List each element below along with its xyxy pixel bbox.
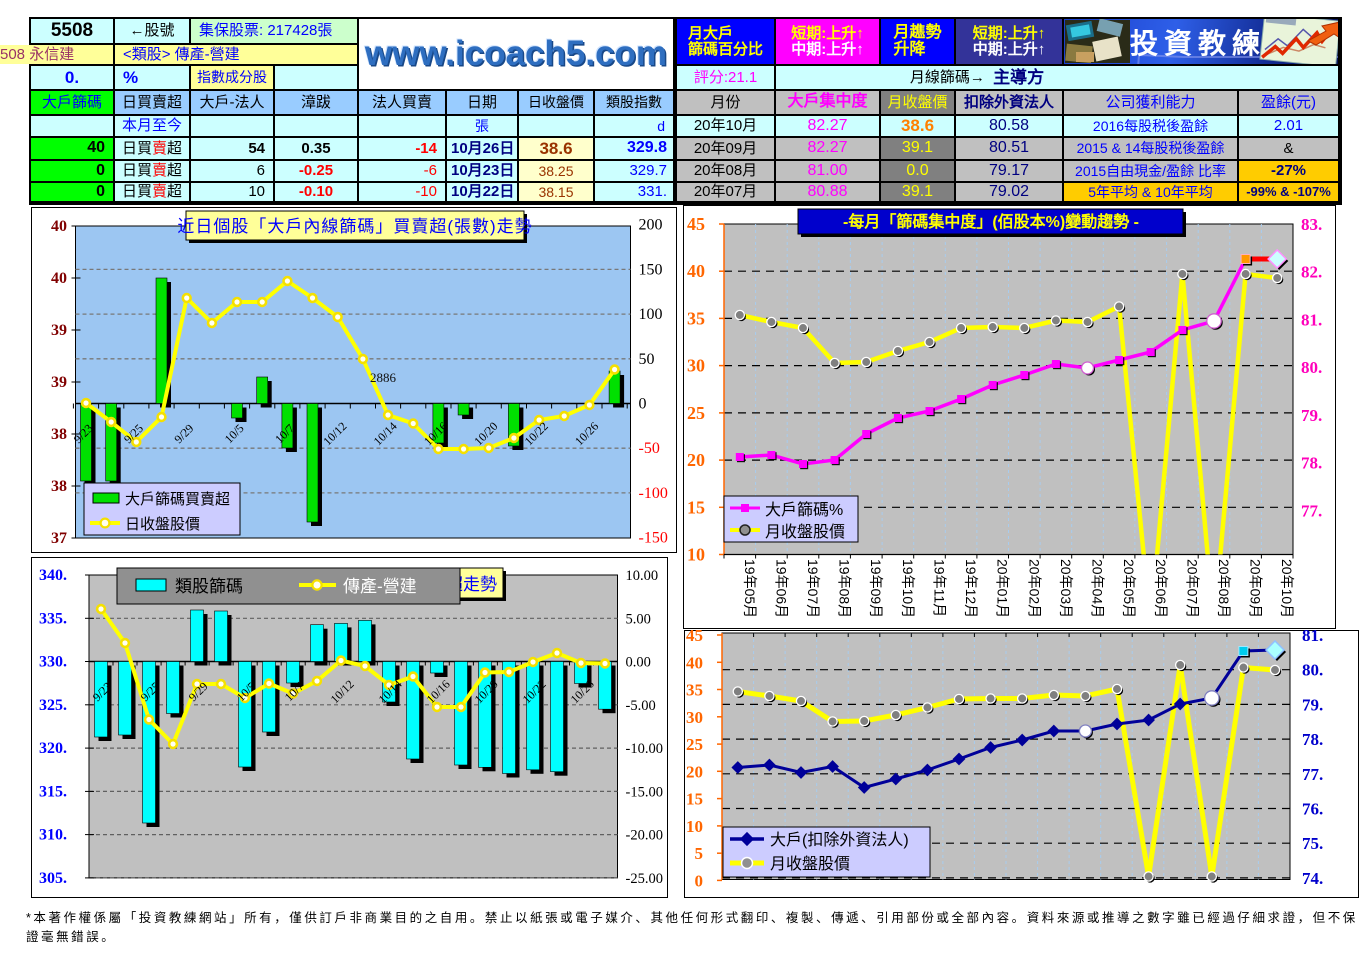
svg-text:78.: 78. xyxy=(1301,454,1322,473)
svg-text:19年10月: 19年10月 xyxy=(900,559,916,618)
svg-text:315.: 315. xyxy=(39,783,67,800)
svg-text:330.: 330. xyxy=(39,654,67,671)
svg-text:-5.00: -5.00 xyxy=(626,698,656,714)
svg-text:45: 45 xyxy=(686,630,703,645)
svg-text:38: 38 xyxy=(51,478,67,495)
svg-text:340.: 340. xyxy=(39,567,67,584)
svg-text:76.: 76. xyxy=(1302,800,1323,819)
svg-text:-25.00: -25.00 xyxy=(626,871,663,887)
svg-text:2886: 2886 xyxy=(370,370,397,385)
svg-text:-150: -150 xyxy=(639,530,668,547)
svg-text:79.: 79. xyxy=(1302,695,1323,714)
svg-text:25: 25 xyxy=(686,735,703,754)
svg-text:15: 15 xyxy=(686,790,703,809)
svg-text:大戶(扣除外資法人): 大戶(扣除外資法人) xyxy=(770,831,909,849)
svg-text:10.00: 10.00 xyxy=(626,568,659,584)
svg-text:310.: 310. xyxy=(39,827,67,844)
svg-text:-100: -100 xyxy=(639,485,668,502)
svg-text:30: 30 xyxy=(686,708,703,727)
svg-text:150: 150 xyxy=(639,261,663,278)
svg-text:-20.00: -20.00 xyxy=(626,828,663,844)
svg-text:20年03月: 20年03月 xyxy=(1058,559,1074,618)
svg-text:-15.00: -15.00 xyxy=(626,784,663,800)
svg-text:傳產-營建: 傳產-營建 xyxy=(343,577,417,596)
svg-text:325.: 325. xyxy=(39,697,67,714)
svg-text:19年06月: 19年06月 xyxy=(773,559,789,618)
svg-text:20: 20 xyxy=(687,450,705,470)
svg-text:100: 100 xyxy=(639,306,663,323)
svg-text:0.00: 0.00 xyxy=(626,655,651,671)
svg-text:20年01月: 20年01月 xyxy=(995,559,1011,618)
svg-text:20: 20 xyxy=(686,762,703,781)
svg-text:305.: 305. xyxy=(39,870,67,887)
svg-text:320.: 320. xyxy=(39,740,67,757)
svg-text:0: 0 xyxy=(695,871,704,890)
svg-text:40: 40 xyxy=(51,270,67,287)
svg-text:19年05月: 19年05月 xyxy=(742,559,758,618)
svg-text:類股篩碼: 類股篩碼 xyxy=(175,577,243,596)
svg-text:-10.00: -10.00 xyxy=(626,741,663,757)
svg-text:20年09月: 20年09月 xyxy=(1248,559,1264,618)
svg-text:50: 50 xyxy=(639,351,655,368)
svg-text:74.: 74. xyxy=(1302,869,1323,888)
svg-text:投資教練: 投資教練 xyxy=(1130,27,1266,59)
svg-text:40: 40 xyxy=(51,218,67,235)
svg-text:20年10月: 20年10月 xyxy=(1279,559,1295,618)
svg-text:日收盤股價: 日收盤股價 xyxy=(125,516,200,533)
svg-text:75.: 75. xyxy=(1302,834,1323,853)
svg-text:19年11月: 19年11月 xyxy=(932,559,948,617)
svg-text:37: 37 xyxy=(51,530,67,547)
svg-text:10: 10 xyxy=(686,817,703,836)
svg-text:20年05月: 20年05月 xyxy=(1121,559,1137,618)
svg-text:19年07月: 19年07月 xyxy=(805,559,821,618)
svg-text:80.: 80. xyxy=(1302,661,1323,680)
svg-text:77.: 77. xyxy=(1302,765,1323,784)
svg-text:15: 15 xyxy=(687,497,705,517)
svg-text:200: 200 xyxy=(639,217,663,234)
svg-text:40: 40 xyxy=(686,653,703,672)
svg-text:近日個股「大戶內線篩碼」買賣超(張數)走勢: 近日個股「大戶內線篩碼」買賣超(張數)走勢 xyxy=(177,217,532,236)
svg-text:30: 30 xyxy=(687,356,705,376)
svg-text:19年12月: 19年12月 xyxy=(963,559,979,618)
svg-text:78.: 78. xyxy=(1302,730,1323,749)
svg-text:35: 35 xyxy=(687,308,705,328)
svg-text:45: 45 xyxy=(687,214,705,234)
svg-text:40: 40 xyxy=(687,261,705,281)
svg-text:-每月「篩碼集中度」(佰股本%)變動趨勢 -: -每月「篩碼集中度」(佰股本%)變動趨勢 - xyxy=(843,212,1139,231)
svg-text:10: 10 xyxy=(687,545,705,565)
svg-text:335.: 335. xyxy=(39,610,67,627)
svg-text:81.: 81. xyxy=(1302,630,1323,645)
svg-text:79.: 79. xyxy=(1301,406,1322,425)
svg-text:80.: 80. xyxy=(1301,358,1322,377)
svg-text:39: 39 xyxy=(51,322,67,339)
svg-text:0: 0 xyxy=(639,396,647,413)
svg-text:20年07月: 20年07月 xyxy=(1184,559,1200,618)
svg-text:5.00: 5.00 xyxy=(626,611,651,627)
svg-text:20年02月: 20年02月 xyxy=(1026,559,1042,618)
svg-text:20年08月: 20年08月 xyxy=(1216,559,1232,618)
svg-text:5: 5 xyxy=(695,844,704,863)
svg-text:77.: 77. xyxy=(1301,501,1322,520)
svg-text:25: 25 xyxy=(687,403,705,423)
svg-text:-50: -50 xyxy=(639,440,660,457)
svg-text:38: 38 xyxy=(51,426,67,443)
svg-text:大戶篩碼買賣超: 大戶篩碼買賣超 xyxy=(125,490,230,508)
svg-text:35: 35 xyxy=(686,681,703,700)
svg-text:20年04月: 20年04月 xyxy=(1090,559,1106,618)
svg-text:大戶篩碼%: 大戶篩碼% xyxy=(765,501,843,519)
svg-text:19年09月: 19年09月 xyxy=(868,559,884,618)
svg-text:月收盤股價: 月收盤股價 xyxy=(770,855,850,873)
svg-text:20年06月: 20年06月 xyxy=(1153,559,1169,618)
svg-text:82.: 82. xyxy=(1301,263,1322,282)
svg-text:81.: 81. xyxy=(1301,310,1322,329)
svg-text:39: 39 xyxy=(51,374,67,391)
svg-text:19年08月: 19年08月 xyxy=(837,559,853,618)
svg-text:83.: 83. xyxy=(1301,215,1322,234)
svg-text:月收盤股價: 月收盤股價 xyxy=(765,523,845,541)
